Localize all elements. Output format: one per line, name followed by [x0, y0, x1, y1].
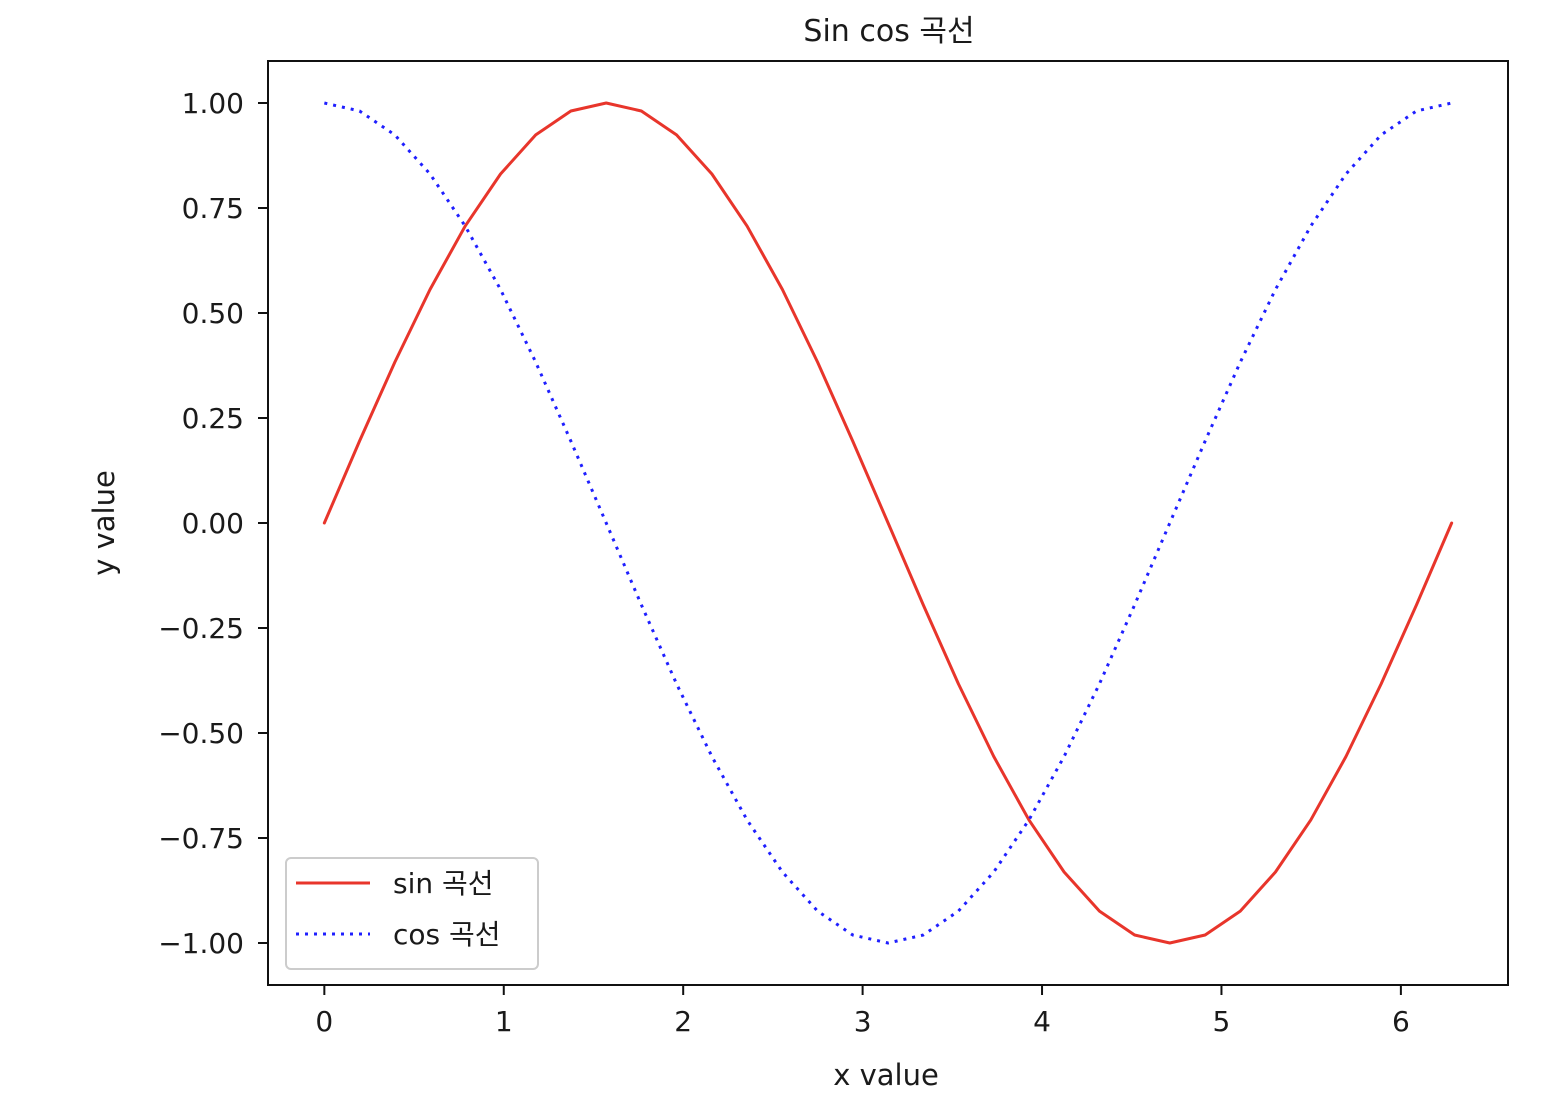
- legend-label-sin: sin 곡선: [393, 867, 494, 900]
- y-tick-label: −0.50: [158, 717, 244, 750]
- series-line-cos: [324, 101, 1452, 945]
- y-axis: 1.00 0.75 0.50 0.25 0.00 −0.25 −0.50 −0.75 −1.00: [158, 87, 268, 960]
- x-tick-label: 6: [1392, 1005, 1410, 1038]
- y-tick-label: 1.00: [182, 87, 244, 120]
- legend: sin 곡선 cos 곡선: [285, 857, 539, 970]
- series-line-sin: [322, 101, 1454, 945]
- legend-box: [285, 857, 539, 970]
- y-tick-label: −0.75: [158, 822, 244, 855]
- x-tick-label: 4: [1033, 1005, 1051, 1038]
- x-tick-label: 3: [854, 1005, 872, 1038]
- y-axis-label: y value: [87, 470, 121, 576]
- x-axis-label: x value: [833, 1058, 939, 1092]
- y-tick-label: 0.50: [182, 297, 244, 330]
- y-tick-label: −1.00: [158, 927, 244, 960]
- x-tick-label: 1: [495, 1005, 513, 1038]
- y-tick-label: −0.25: [158, 612, 244, 645]
- y-tick-label: 0.25: [182, 402, 244, 435]
- y-tick-label: 0.00: [182, 507, 244, 540]
- legend-label-cos: cos 곡선: [393, 918, 501, 951]
- x-tick-label: 5: [1213, 1005, 1231, 1038]
- x-tick-label: 0: [315, 1005, 333, 1038]
- x-tick-label: 2: [674, 1005, 692, 1038]
- plot-area: [322, 101, 1454, 945]
- x-axis: 0 1 2 3 4 5 6: [315, 985, 1410, 1038]
- y-tick-label: 0.75: [182, 192, 244, 225]
- chart-title: Sin cos 곡선: [803, 14, 974, 49]
